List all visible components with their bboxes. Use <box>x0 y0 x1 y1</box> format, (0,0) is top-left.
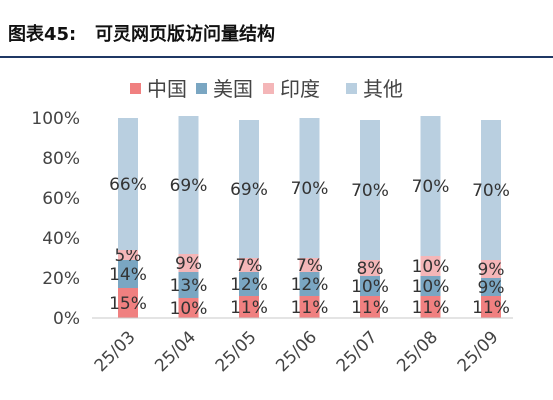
data-label: 9% <box>478 278 505 298</box>
data-label: 69% <box>170 176 208 196</box>
y-tick-label: 40% <box>42 229 80 249</box>
x-tick-label: 25/06 <box>272 327 321 376</box>
data-label: 66% <box>109 175 147 195</box>
y-tick-label: 60% <box>42 189 80 209</box>
bar-segment <box>178 298 199 318</box>
bar-segment <box>360 296 380 318</box>
data-label: 69% <box>230 180 268 200</box>
bar-segment <box>360 120 380 260</box>
legend-swatch-1 <box>196 83 207 94</box>
data-label: 8% <box>357 259 384 279</box>
y-tick-label: 80% <box>42 149 80 169</box>
data-label: 11% <box>291 298 329 318</box>
data-label: 15% <box>109 294 147 314</box>
bar-segment <box>420 256 441 276</box>
bar-segment <box>239 120 259 258</box>
bar-segment <box>420 116 441 256</box>
bar-segment <box>118 250 138 260</box>
x-tick-label: 25/04 <box>151 327 200 376</box>
bar-segment <box>178 254 199 272</box>
legend-label-3: 其他 <box>363 77 403 101</box>
x-tick-label: 25/08 <box>393 327 442 376</box>
data-label: 10% <box>412 277 450 297</box>
y-tick-label: 20% <box>42 269 80 289</box>
data-label: 11% <box>412 298 450 318</box>
data-label: 5% <box>115 246 142 266</box>
bar-segment <box>178 272 199 298</box>
x-tick-label: 25/05 <box>212 327 261 376</box>
bar-segment <box>420 296 441 318</box>
data-label: 70% <box>291 179 329 199</box>
data-label: 9% <box>175 254 202 274</box>
data-label: 14% <box>109 265 147 285</box>
legend-label-0: 中国 <box>147 77 187 101</box>
data-label: 10% <box>351 277 389 297</box>
legend-swatch-3 <box>346 83 357 94</box>
x-tick-label: 25/07 <box>333 327 382 376</box>
legend-label-2: 印度 <box>280 77 320 101</box>
data-label: 13% <box>170 276 208 296</box>
bar-segment <box>481 260 501 278</box>
bar-segment <box>360 276 380 296</box>
x-tick-label: 25/03 <box>91 327 140 376</box>
y-tick-label: 100% <box>31 109 80 129</box>
data-label: 7% <box>296 256 323 276</box>
bar-segment <box>299 258 320 272</box>
data-label: 12% <box>230 275 268 295</box>
bar-segment <box>118 260 138 288</box>
legend-swatch-0 <box>130 83 141 94</box>
data-label: 11% <box>351 298 389 318</box>
data-label: 12% <box>291 275 329 295</box>
chart-header: 图表45: 可灵网页版访问量结构 <box>0 0 553 58</box>
data-label: 70% <box>472 181 510 201</box>
data-label: 70% <box>351 181 389 201</box>
data-label: 9% <box>478 260 505 280</box>
bar-segment <box>420 276 441 296</box>
data-label: 11% <box>230 298 268 318</box>
y-tick-label: 0% <box>53 309 80 329</box>
legend-swatch-2 <box>263 83 274 94</box>
bar-segment <box>239 258 259 272</box>
bar-segment <box>299 118 320 258</box>
bar-segment <box>481 296 501 318</box>
legend-label-1: 美国 <box>213 77 253 101</box>
bar-segment <box>481 278 501 296</box>
data-label: 7% <box>236 256 263 276</box>
bar-segment <box>360 260 380 276</box>
data-label: 11% <box>472 298 510 318</box>
bar-segment <box>118 288 138 318</box>
bar-segment <box>239 272 259 296</box>
data-label: 10% <box>412 257 450 277</box>
chart-title: 图表45: 可灵网页版访问量结构 <box>8 24 276 45</box>
bar-segment <box>239 296 259 318</box>
bar-segment <box>299 296 320 318</box>
data-label: 10% <box>170 299 208 319</box>
bar-segment <box>299 272 320 296</box>
bar-segment <box>118 118 138 250</box>
bar-segment <box>178 116 199 254</box>
x-tick-label: 25/09 <box>454 327 503 376</box>
bar-segment <box>481 120 501 260</box>
data-label: 70% <box>412 177 450 197</box>
